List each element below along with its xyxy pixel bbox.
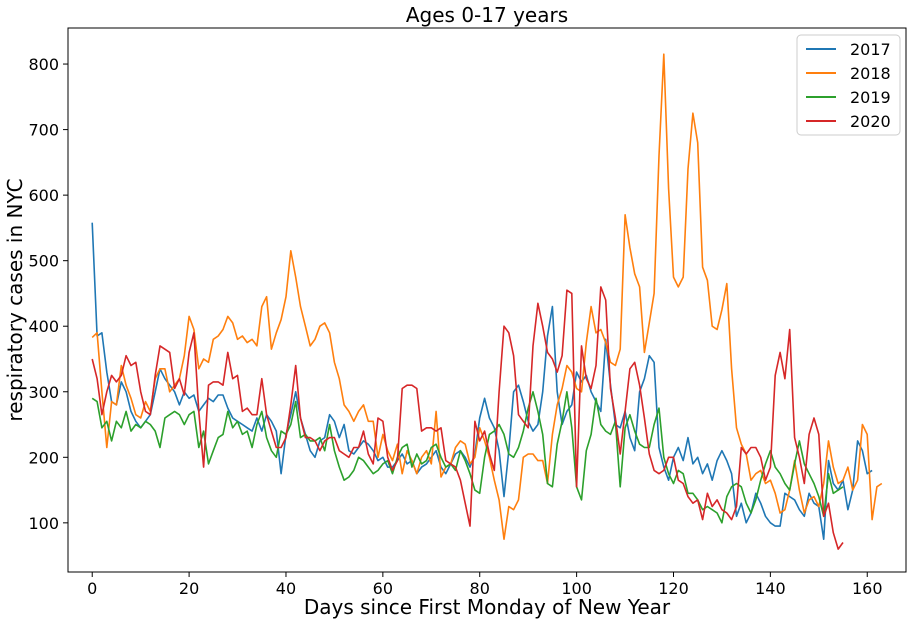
x-tick-label: 140 [755,579,786,598]
x-tick-label: 100 [561,579,592,598]
chart-title: Ages 0-17 years [406,3,568,27]
plot-lines [91,53,883,550]
legend-label-2020: 2020 [850,112,891,131]
series-line-2020 [91,286,844,550]
y-tick-label: 100 [28,514,59,533]
x-tick-label: 160 [852,579,883,598]
y-tick-label: 700 [28,121,59,140]
series-line-2017 [91,222,873,541]
legend-box [796,34,901,136]
y-axis: 100 200 300 400 500 600 700 800 [28,55,68,533]
y-tick-label: 300 [28,383,59,402]
y-axis-title: respiratory cases in NYC [3,178,27,421]
y-tick-label: 600 [28,186,59,205]
x-tick-label: 40 [276,579,296,598]
x-axis-title: Days since First Monday of New Year [304,595,671,619]
legend: 2017 2018 2019 2020 [796,34,901,136]
x-tick-label: 20 [179,579,199,598]
x-tick-label: 80 [470,579,490,598]
legend-label-2017: 2017 [850,40,891,59]
x-axis: 0 20 40 60 80 100 120 140 160 [87,572,883,598]
y-tick-label: 500 [28,252,59,271]
y-tick-label: 400 [28,317,59,336]
x-tick-label: 0 [87,579,97,598]
y-tick-label: 800 [28,55,59,74]
x-tick-label: 60 [373,579,393,598]
x-tick-label: 120 [658,579,689,598]
plot-frame [67,27,907,573]
series-line-2019 [91,390,844,524]
legend-label-2019: 2019 [850,88,891,107]
y-tick-label: 200 [28,448,59,467]
legend-label-2018: 2018 [850,64,891,83]
